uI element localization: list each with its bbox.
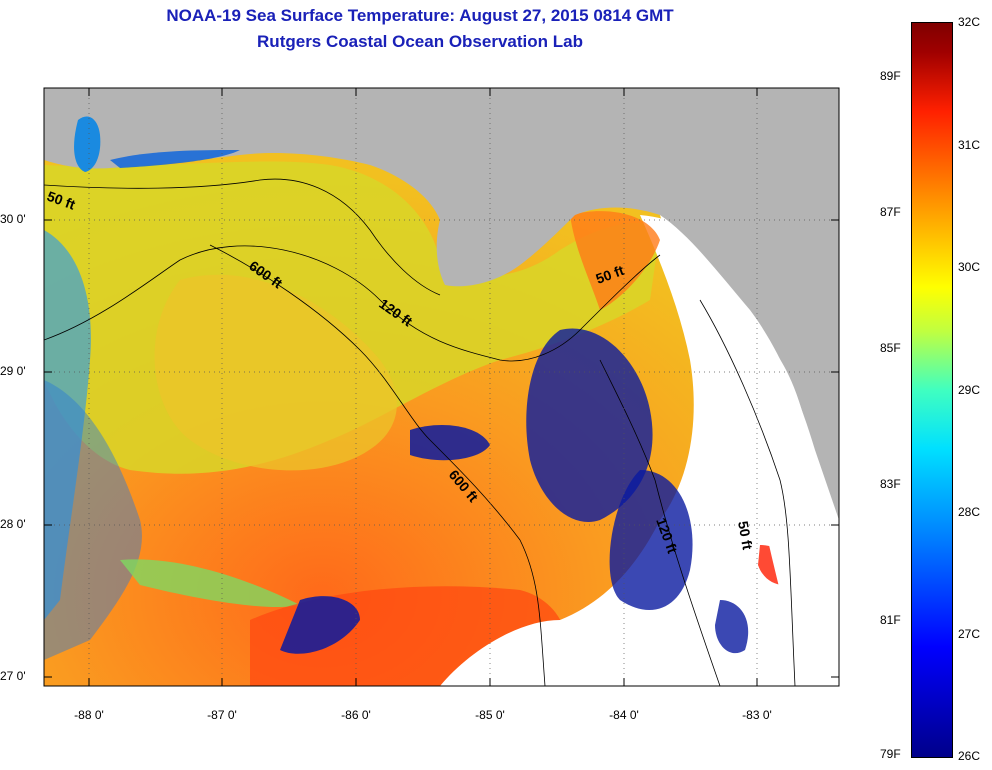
- colorbar-f-label: 87F: [880, 205, 901, 219]
- lat-label: 27 0': [0, 669, 26, 683]
- colorbar-f-label: 81F: [880, 613, 901, 627]
- cloud-over-land: [660, 215, 839, 686]
- land-mass: [44, 88, 839, 520]
- colorbar-c-label: 29C: [958, 383, 981, 397]
- colorbar-f-label: 85F: [880, 341, 901, 355]
- mid-water: [154, 274, 397, 471]
- contour-120ft: [44, 245, 661, 362]
- lat-label: 29 0': [0, 364, 26, 378]
- colorbar-c-label: 28C: [958, 505, 981, 519]
- contour-50ft-east: [699, 299, 796, 686]
- axis-ticks: [44, 88, 839, 686]
- cold-patch: [526, 328, 653, 522]
- contour-label: 50 ft: [735, 520, 756, 551]
- lon-label: -85 0': [475, 708, 505, 722]
- lon-label: -87 0': [207, 708, 237, 722]
- colorbar-f-label: 79F: [880, 747, 901, 761]
- colorbar-f-label: 89F: [880, 69, 901, 83]
- lon-label: -83 0': [742, 708, 772, 722]
- cold-patch: [410, 425, 490, 461]
- colorbar-c-label: 32C: [958, 15, 981, 29]
- lon-label: -86 0': [341, 708, 371, 722]
- green-plume: [120, 559, 300, 608]
- west-cool-patch: [44, 230, 91, 620]
- west-speckle: [44, 380, 142, 660]
- map-frame: [43, 87, 840, 687]
- lon-label: -88 0': [74, 708, 104, 722]
- colorbar-c-label: 27C: [958, 627, 981, 641]
- colorbar-c-label: 31C: [958, 138, 981, 152]
- cold-patch: [609, 470, 693, 610]
- lon-label: -84 0': [609, 708, 639, 722]
- map-title: NOAA-19 Sea Surface Temperature: August …: [166, 6, 674, 25]
- colorbar-c-label: 26C: [958, 749, 981, 763]
- colorbar-c-label: 30C: [958, 260, 981, 274]
- contour-600ft: [209, 244, 546, 686]
- lat-label: 30 0': [0, 212, 26, 226]
- temperature-colorbar: [911, 22, 953, 758]
- contour-50ft-west: [44, 178, 441, 296]
- cold-patch: [715, 600, 749, 654]
- contour-120ft-east: [599, 359, 721, 686]
- lat-label: 28 0': [0, 517, 26, 531]
- warm-patch: [570, 211, 660, 310]
- cold-patch: [280, 596, 360, 654]
- mobile-bay: [74, 116, 101, 172]
- colorbar-f-label: 83F: [880, 477, 901, 491]
- coastal-bays: [110, 150, 240, 168]
- map-subtitle: Rutgers Coastal Ocean Observation Lab: [257, 32, 583, 51]
